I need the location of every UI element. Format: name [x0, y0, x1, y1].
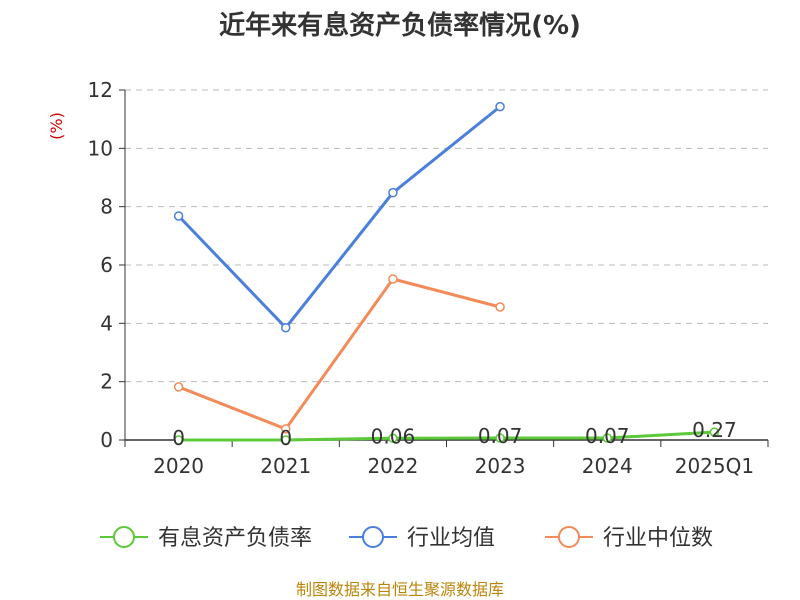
series-line [177, 105, 502, 330]
data-point [495, 433, 505, 443]
legend-item: 行业中位数 [545, 526, 713, 551]
legend-label: 行业均值 [407, 526, 495, 551]
data-point [173, 211, 184, 221]
data-label: 0 [172, 426, 185, 450]
data-label: 0.07 [585, 424, 630, 448]
data-point [495, 302, 505, 312]
x-tick-label: 2020 [153, 454, 204, 478]
legend-item: 行业均值 [349, 526, 495, 551]
legend: 有息资产负债率 行业均值 行业中位数 [100, 526, 713, 551]
data-label: 0.06 [371, 424, 416, 448]
y-tick-label: 6 [100, 253, 113, 277]
y-axis-unit: (%) [47, 112, 66, 140]
legend-marker [113, 526, 135, 548]
x-tick-labels: 2020 2021 2022 2023 2024 2025Q1 [153, 454, 754, 478]
series-line [178, 277, 501, 431]
series-1 [173, 101, 505, 333]
data-point [281, 424, 291, 434]
chart-title: 近年来有息资产负债率情况(%) [219, 10, 581, 41]
y-tick-label: 8 [100, 195, 113, 219]
x-tick-label: 2022 [367, 454, 418, 478]
data-point [495, 101, 505, 112]
legend-label: 有息资产负债率 [158, 526, 312, 551]
series-line [178, 430, 715, 442]
x-tick-label: 2025Q1 [675, 454, 754, 478]
legend-item: 有息资产负债率 [100, 526, 312, 551]
y-tick-label: 10 [88, 136, 113, 160]
y-tick-label: 12 [88, 78, 113, 102]
data-point [388, 433, 398, 443]
data-point [281, 435, 291, 445]
data-label: 0.27 [692, 418, 737, 442]
x-tick-label: 2021 [260, 454, 311, 478]
legend-marker [362, 526, 384, 548]
legend-label: 行业中位数 [603, 526, 713, 551]
data-label: 0 [279, 426, 292, 450]
series-lines [173, 101, 720, 445]
data-point [388, 274, 398, 284]
data-point [388, 187, 398, 198]
data-point [173, 382, 184, 392]
data-point [709, 427, 720, 437]
y-tick-labels: 0 2 4 6 8 10 12 [88, 78, 113, 452]
series-0 [173, 427, 720, 445]
data-point [173, 435, 184, 445]
data-point [602, 433, 612, 443]
y-tick-label: 2 [100, 370, 113, 394]
y-tick-label: 0 [100, 428, 113, 452]
x-tick-label: 2023 [475, 454, 526, 478]
data-label: 0.07 [478, 424, 523, 448]
axes [119, 89, 769, 447]
data-point [281, 322, 291, 333]
y-tick-label: 4 [100, 311, 113, 335]
gridlines [125, 89, 768, 383]
x-tick-label: 2024 [582, 454, 633, 478]
source-note: 制图数据来自恒生聚源数据库 [296, 580, 504, 599]
legend-marker [558, 526, 580, 548]
series-2 [173, 274, 505, 434]
data-labels: 0 0 0.06 0.07 0.07 0.27 [172, 418, 736, 450]
